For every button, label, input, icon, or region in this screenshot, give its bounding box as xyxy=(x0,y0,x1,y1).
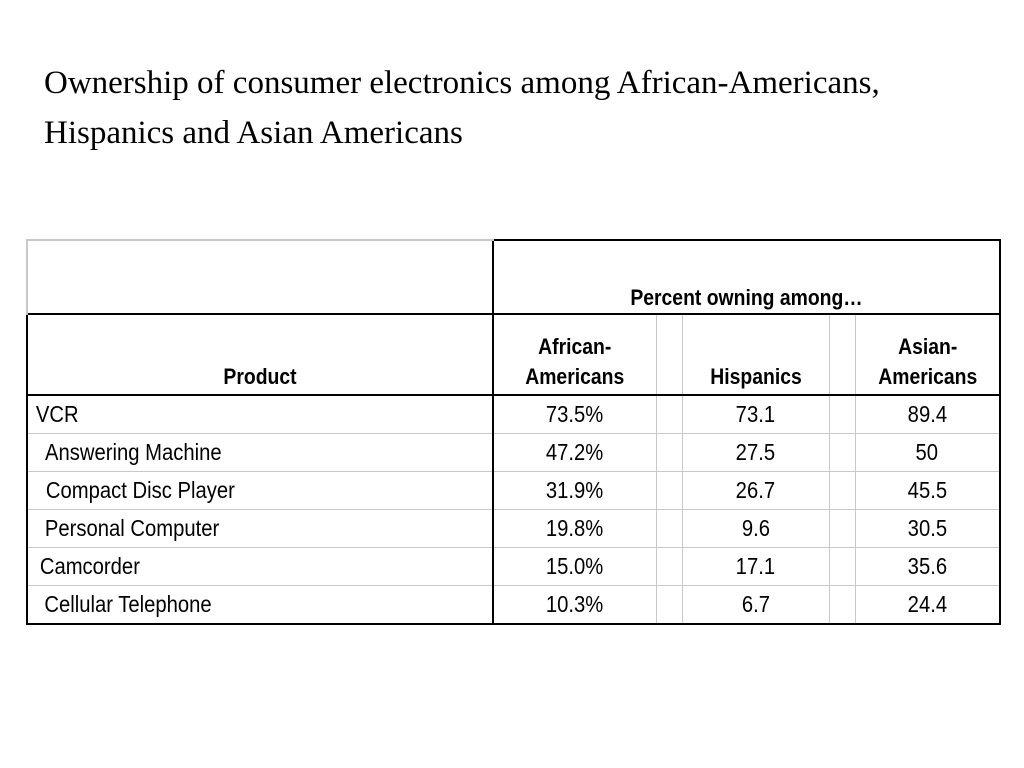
column-spacer xyxy=(828,547,855,586)
african-americans-value: 10.3% xyxy=(546,591,604,617)
column-header-row: Product African- Americans Hispanics Asi… xyxy=(26,313,1002,396)
column-header-product: Product xyxy=(26,313,493,396)
column-spacer xyxy=(828,433,855,472)
column-spacer xyxy=(655,313,682,396)
asian-americans-cell: 89.4 xyxy=(854,395,1002,434)
column-spacer xyxy=(828,395,855,434)
column-header-african-americans: African- Americans xyxy=(492,313,656,396)
asian-americans-cell: 50 xyxy=(854,433,1002,472)
hispanics-value: 6.7 xyxy=(741,591,770,617)
column-spacer xyxy=(655,547,682,586)
african-americans-cell: 10.3% xyxy=(492,585,656,625)
hispanics-value: 27.5 xyxy=(735,439,776,465)
asian-americans-value: 45.5 xyxy=(907,477,947,503)
hispanics-cell: 73.1 xyxy=(681,395,829,434)
slide-title: Ownership of consumer electronics among … xyxy=(44,65,880,151)
column-header-african-line1: African- xyxy=(538,334,612,359)
african-americans-value: 73.5% xyxy=(546,401,604,427)
column-spacer xyxy=(828,471,855,510)
asian-americans-cell: 35.6 xyxy=(854,547,1002,586)
asian-americans-value: 89.4 xyxy=(907,401,947,427)
column-spacer xyxy=(655,585,682,625)
product-label: Compact Disc Player xyxy=(45,477,235,503)
hispanics-cell: 27.5 xyxy=(681,433,829,472)
african-americans-cell: 47.2% xyxy=(492,433,656,472)
product-label: Personal Computer xyxy=(44,515,220,541)
table-row: Cellular Telephone 10.3% 6.7 24.4 xyxy=(26,585,1002,625)
hispanics-cell: 9.6 xyxy=(681,509,829,548)
african-americans-value: 19.8% xyxy=(546,515,604,541)
product-label: Answering Machine xyxy=(45,439,222,465)
product-label: Cellular Telephone xyxy=(44,591,212,617)
column-header-hispanics: Hispanics xyxy=(681,313,829,396)
african-americans-cell: 19.8% xyxy=(492,509,656,548)
product-cell: Compact Disc Player xyxy=(26,471,493,510)
hispanics-cell: 17.1 xyxy=(681,547,829,586)
asian-americans-value: 24.4 xyxy=(907,591,947,617)
hispanics-value: 26.7 xyxy=(735,477,776,503)
column-header-african-line2: Americans xyxy=(525,364,625,389)
column-spacer xyxy=(828,585,855,625)
product-cell: Personal Computer xyxy=(26,509,493,548)
product-cell: Cellular Telephone xyxy=(26,585,493,625)
column-header-hispanics-label: Hispanics xyxy=(709,364,802,389)
column-spacer xyxy=(655,395,682,434)
african-americans-cell: 73.5% xyxy=(492,395,656,434)
african-americans-cell: 15.0% xyxy=(492,547,656,586)
column-spacer xyxy=(655,433,682,472)
asian-americans-value: 50 xyxy=(915,439,939,465)
ownership-table: Percent owning among… Product African- A… xyxy=(26,239,1002,625)
column-spacer xyxy=(828,509,855,548)
column-header-asian-line2: Americans xyxy=(877,364,977,389)
table-row: VCR 73.5% 73.1 89.4 xyxy=(26,395,1002,434)
product-cell: Answering Machine xyxy=(26,433,493,472)
group-header-row: Percent owning among… xyxy=(26,239,1002,314)
product-label: VCR xyxy=(35,401,79,427)
asian-americans-value: 35.6 xyxy=(907,553,947,579)
group-header-empty-cell xyxy=(26,239,493,314)
column-spacer xyxy=(655,509,682,548)
table-row: Personal Computer 19.8% 9.6 30.5 xyxy=(26,509,1002,548)
asian-americans-cell: 30.5 xyxy=(854,509,1002,548)
hispanics-value: 17.1 xyxy=(735,553,776,579)
column-header-asian-line1: Asian- xyxy=(897,334,957,359)
african-americans-value: 15.0% xyxy=(546,553,604,579)
table-row: Camcorder 15.0% 17.1 35.6 xyxy=(26,547,1002,586)
hispanics-cell: 26.7 xyxy=(681,471,829,510)
column-header-product-label: Product xyxy=(223,364,297,389)
product-label: Camcorder xyxy=(39,553,140,579)
african-americans-cell: 31.9% xyxy=(492,471,656,510)
asian-americans-value: 30.5 xyxy=(907,515,947,541)
group-header-cell: Percent owning among… xyxy=(491,239,1002,314)
african-americans-value: 31.9% xyxy=(546,477,604,503)
group-header-label: Percent owning among… xyxy=(630,285,863,310)
african-americans-value: 47.2% xyxy=(546,439,604,465)
table-row: Answering Machine 47.2% 27.5 50 xyxy=(26,433,1002,472)
product-cell: VCR xyxy=(26,395,493,434)
ownership-table-container: Percent owning among… Product African- A… xyxy=(26,239,1002,625)
hispanics-cell: 6.7 xyxy=(681,585,829,625)
asian-americans-cell: 24.4 xyxy=(854,585,1002,625)
column-spacer xyxy=(655,471,682,510)
asian-americans-cell: 45.5 xyxy=(854,471,1002,510)
hispanics-value: 9.6 xyxy=(741,515,770,541)
column-spacer xyxy=(828,313,855,396)
hispanics-value: 73.1 xyxy=(735,401,776,427)
table-row: Compact Disc Player 31.9% 26.7 45.5 xyxy=(26,471,1002,510)
column-header-asian-americans: Asian- Americans xyxy=(854,313,1002,396)
product-cell: Camcorder xyxy=(26,547,493,586)
